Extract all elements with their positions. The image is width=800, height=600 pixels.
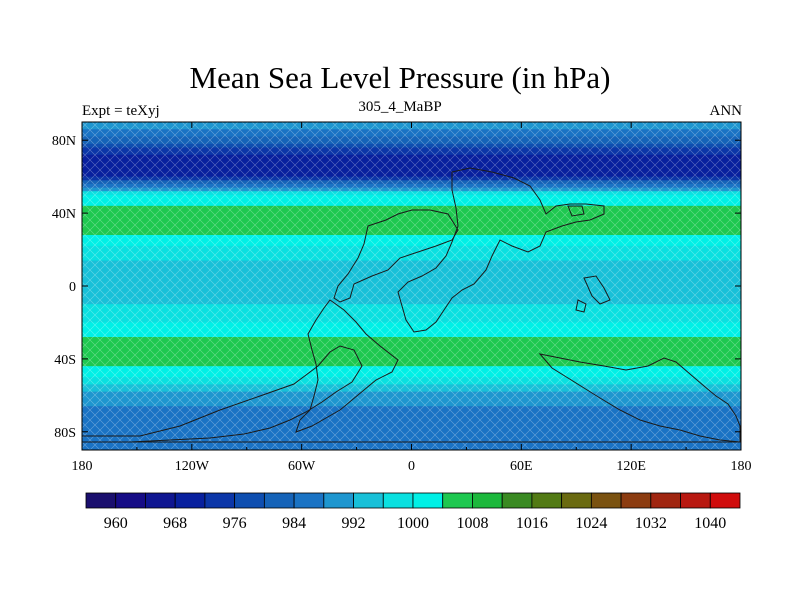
colorbar-swatch — [85, 492, 117, 509]
colorbar-swatch — [263, 492, 295, 509]
colorbar-swatch — [442, 492, 473, 509]
colorbar-swatch — [204, 492, 236, 509]
y-tick-label: 40N — [52, 207, 76, 222]
y-tick-label: 0 — [69, 280, 76, 295]
colorbar-swatch — [323, 492, 354, 509]
colorbar-label: 1024 — [575, 515, 607, 532]
colorbar-label: 1000 — [397, 515, 429, 532]
season-label: ANN — [709, 103, 743, 119]
chart-title: Mean Sea Level Pressure (in hPa) — [189, 60, 611, 95]
x-tick-label: 60W — [288, 459, 316, 474]
colorbar-label: 1016 — [516, 515, 548, 532]
colorbar-swatch — [531, 492, 563, 509]
y-tick-label: 80N — [52, 134, 76, 149]
colorbar-label: 968 — [163, 515, 187, 532]
colorbar-swatch — [590, 492, 622, 509]
colorbar-label: 1040 — [694, 515, 726, 532]
colorbar-swatch — [115, 492, 146, 509]
colorbar-label: 992 — [342, 515, 366, 532]
coastlines — [81, 167, 741, 443]
colorbar-swatch — [174, 492, 206, 509]
x-tick-label: 180 — [72, 459, 93, 474]
colorbar-swatch — [472, 492, 503, 509]
x-axis: 180 120W 60W 0 60E 120E 180 — [72, 122, 752, 474]
colorbar-swatch — [650, 492, 681, 509]
colorbar-swatch — [234, 492, 265, 509]
x-tick-label: 60E — [510, 459, 533, 474]
colorbar-swatch — [353, 492, 384, 509]
colorbar: 960 968 976 984 992 1000 1008 1016 1024 1032 1040 — [85, 492, 741, 532]
run-label: 305_4_MaBP — [358, 99, 442, 115]
x-tick-label: 120E — [616, 459, 646, 474]
colorbar-label: 984 — [282, 515, 306, 532]
colorbar-swatch — [680, 492, 711, 509]
y-axis: 80N 40N 0 40S 80S — [52, 134, 741, 441]
colorbar-swatch — [709, 492, 741, 509]
y-tick-label: 80S — [54, 426, 76, 441]
colorbar-swatch — [620, 492, 652, 509]
experiment-label: Expt = teXyj — [82, 103, 160, 119]
colorbar-swatch — [382, 492, 414, 509]
x-tick-label: 0 — [408, 459, 415, 474]
hatch-overlay — [82, 122, 741, 450]
colorbar-swatch — [412, 492, 444, 509]
colorbar-label: 960 — [104, 515, 128, 532]
colorbar-label: 976 — [223, 515, 247, 532]
colorbar-swatch — [561, 492, 592, 509]
colorbar-label: 1032 — [635, 515, 667, 532]
x-tick-label: 180 — [731, 459, 752, 474]
colorbar-label: 1008 — [456, 515, 488, 532]
colorbar-swatch — [145, 492, 176, 509]
x-tick-label: 120W — [175, 459, 210, 474]
y-tick-label: 40S — [54, 353, 76, 368]
colorbar-swatch — [293, 492, 325, 509]
colorbar-swatch — [501, 492, 533, 509]
